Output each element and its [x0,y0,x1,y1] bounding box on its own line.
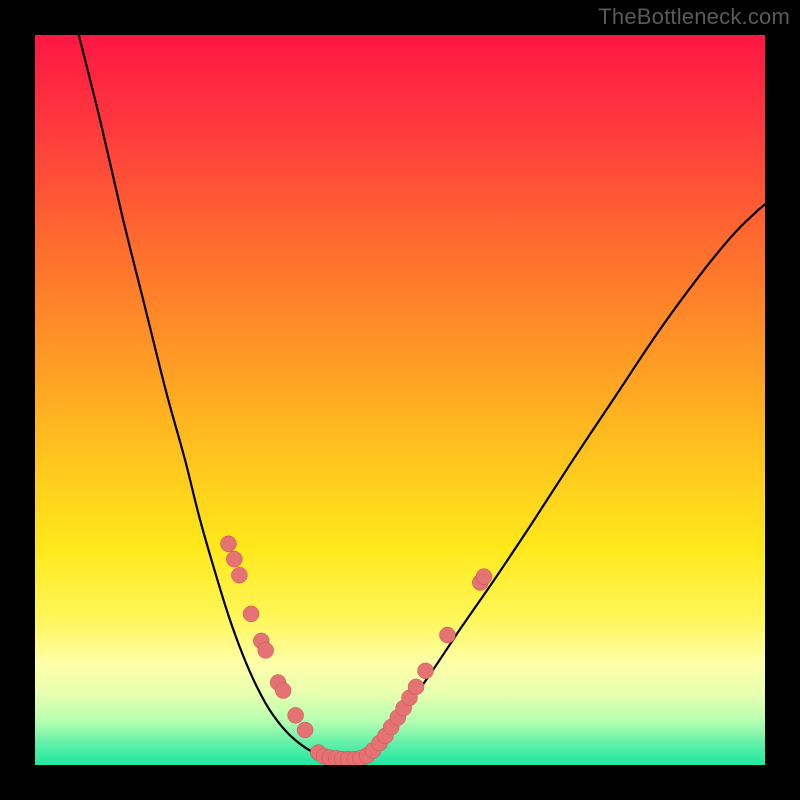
marker-left [288,707,304,723]
watermark-text: TheBottleneck.com [598,4,790,30]
marker-left [258,642,274,658]
marker-left [275,683,291,699]
chart-root: TheBottleneck.com [0,0,800,800]
gradient-background [35,35,765,765]
marker-left [220,536,236,552]
marker-left [231,567,247,583]
marker-left [297,722,313,738]
marker-right [476,569,492,585]
plot-svg [35,35,765,765]
marker-right [408,679,424,695]
marker-left [243,606,259,622]
marker-right [439,627,455,643]
marker-left [226,551,242,567]
plot-area [35,35,765,765]
marker-right [418,663,434,679]
